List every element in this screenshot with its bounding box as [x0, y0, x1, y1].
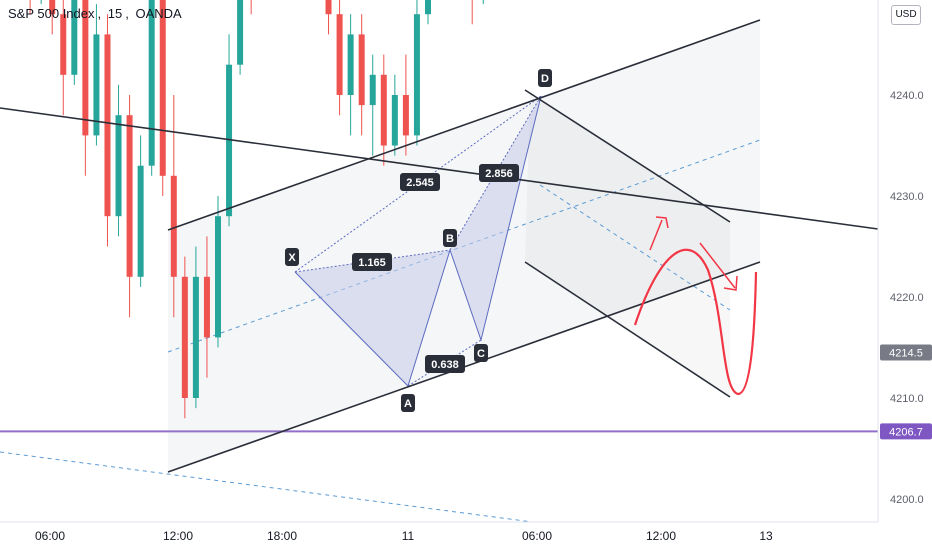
candle-body [391, 95, 398, 146]
pattern-point-bg [285, 248, 299, 266]
channel-upper-line [167, 19, 761, 231]
pattern-point-label: B [446, 233, 454, 245]
falling-midline [539, 184, 731, 311]
pattern-xab-fill [295, 250, 450, 386]
interval-value: 15 [107, 6, 123, 21]
data-source: OANDA [135, 6, 182, 21]
candle-body [104, 34, 111, 217]
descending-resistance-line [0, 107, 879, 230]
candle-body [413, 14, 420, 136]
price-tick: 4200.0 [890, 494, 924, 506]
projection-arrow-up [649, 219, 663, 251]
candle-body [402, 95, 409, 136]
pattern-point-label: A [404, 398, 412, 410]
ratio-label-bg [425, 355, 465, 373]
candle-body [192, 276, 199, 398]
ratio-label-bg [352, 253, 392, 271]
candle-body [126, 115, 133, 277]
time-tick: 13 [759, 529, 773, 543]
candle-body [336, 14, 343, 96]
lower-guide-dashed [0, 451, 541, 524]
candle-body [380, 74, 387, 146]
price-tick: 4220.0 [890, 292, 924, 304]
arrow-head [655, 216, 669, 229]
candle-body [203, 276, 210, 338]
falling-channel-lower [524, 261, 731, 398]
price-label: 4206.7 [889, 426, 923, 438]
time-tick: 06:00 [522, 529, 552, 543]
pattern-point-label: X [288, 252, 296, 264]
ratio-label: 0.638 [431, 359, 459, 371]
candle-body [237, 0, 244, 65]
candle-body [159, 0, 166, 176]
price-tick: 4240.0 [890, 90, 924, 102]
time-axis-bg [0, 522, 878, 550]
price-label: 4214.5 [889, 348, 923, 360]
candle-body [137, 165, 144, 277]
time-tick: 12:00 [163, 529, 193, 543]
candle-body [170, 175, 177, 277]
time-tick: 11 [402, 529, 415, 543]
pattern-point-bg [401, 394, 415, 412]
candle-body [215, 216, 221, 338]
pattern-bcd-fill [450, 96, 541, 340]
projected-path [633, 248, 758, 396]
candle-body [425, 0, 431, 15]
price-label-bg [880, 423, 932, 440]
price-label-bg [880, 344, 932, 361]
ratio-label: 2.545 [406, 177, 434, 189]
pattern-point-bg [474, 344, 488, 362]
candle-body [71, 0, 78, 75]
time-tick: 06:00 [35, 529, 65, 543]
projection-arrow-down [699, 242, 736, 289]
pattern-xd [294, 95, 542, 273]
candle-body [148, 0, 155, 166]
candle-body [60, 14, 67, 75]
candle-body [226, 64, 233, 217]
candle-body [369, 74, 376, 106]
pattern-point-bg [443, 229, 457, 247]
falling-channel-upper [524, 89, 731, 223]
pattern-point-label: C [477, 348, 485, 360]
time-tick: 12:00 [646, 529, 676, 543]
price-tick: 4230.0 [890, 191, 924, 203]
candle-body [325, 0, 332, 15]
price-tick: 4210.0 [890, 393, 924, 405]
chart-title: S&P 500 Index, 15, OANDA [8, 6, 182, 21]
candle-body [181, 276, 188, 398]
arrow-head [723, 275, 738, 291]
symbol-name: S&P 500 Index [8, 6, 95, 21]
ratio-label-bg [400, 173, 440, 191]
candle-body [82, 0, 89, 136]
pattern-point-label: D [541, 73, 549, 85]
candle-body [93, 34, 100, 136]
candle-body [115, 115, 122, 217]
currency-badge[interactable]: USD [891, 5, 921, 25]
ratio-label: 1.165 [358, 257, 386, 269]
ratio-label: 2.856 [485, 168, 513, 180]
time-tick: 18:00 [267, 529, 297, 543]
price-axis-bg [878, 0, 932, 550]
falling-channel-fill [525, 92, 730, 397]
candle-body [347, 34, 354, 95]
ratio-label-bg [479, 164, 519, 182]
candle-body [358, 34, 365, 106]
pattern-point-bg [538, 69, 552, 87]
candle-body [49, 0, 56, 15]
